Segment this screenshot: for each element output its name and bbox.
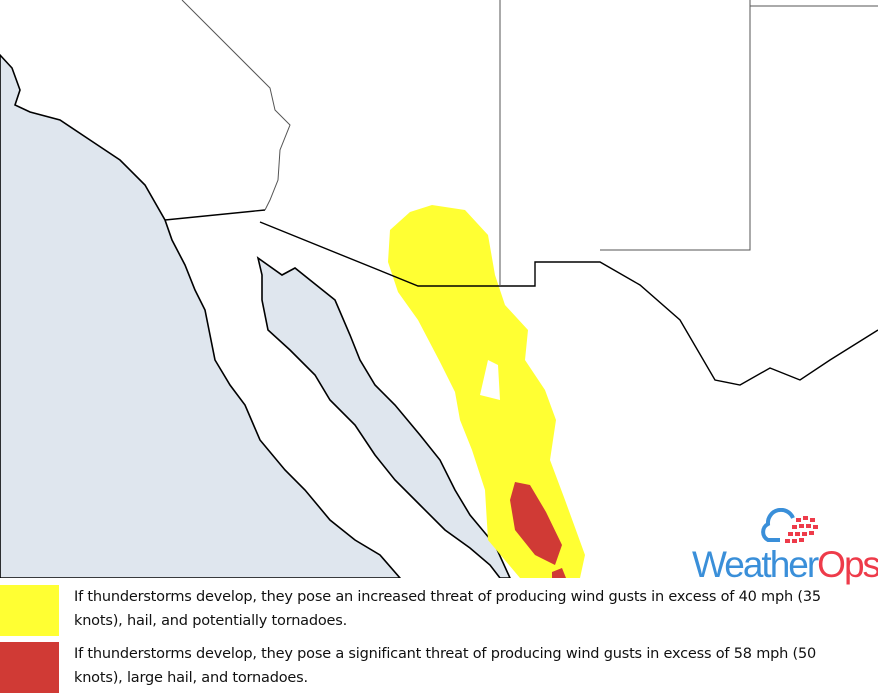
significant-threat-area xyxy=(510,482,566,578)
weatherops-logo: WeatherOps xyxy=(690,500,878,590)
pacific-ocean xyxy=(0,53,402,578)
legend-swatch-red xyxy=(0,642,59,693)
legend-swatch-yellow xyxy=(0,585,59,636)
borders xyxy=(164,209,878,386)
threat-map xyxy=(0,0,878,578)
logo-weather: Weather xyxy=(692,544,819,585)
legend-text-significant: If thunderstorms develop, they pose a si… xyxy=(74,646,817,686)
increased-threat-area xyxy=(388,205,585,578)
logo-ops: Ops xyxy=(817,544,878,585)
legend-text-increased: If thunderstorms develop, they pose an i… xyxy=(74,589,821,629)
cloud-grid-icon xyxy=(761,508,818,543)
state-lines xyxy=(181,0,878,286)
gulf-of-california xyxy=(256,256,511,578)
legend-item-significant: If thunderstorms develop, they pose a si… xyxy=(0,642,864,693)
legend-item-increased: If thunderstorms develop, they pose an i… xyxy=(0,585,864,636)
